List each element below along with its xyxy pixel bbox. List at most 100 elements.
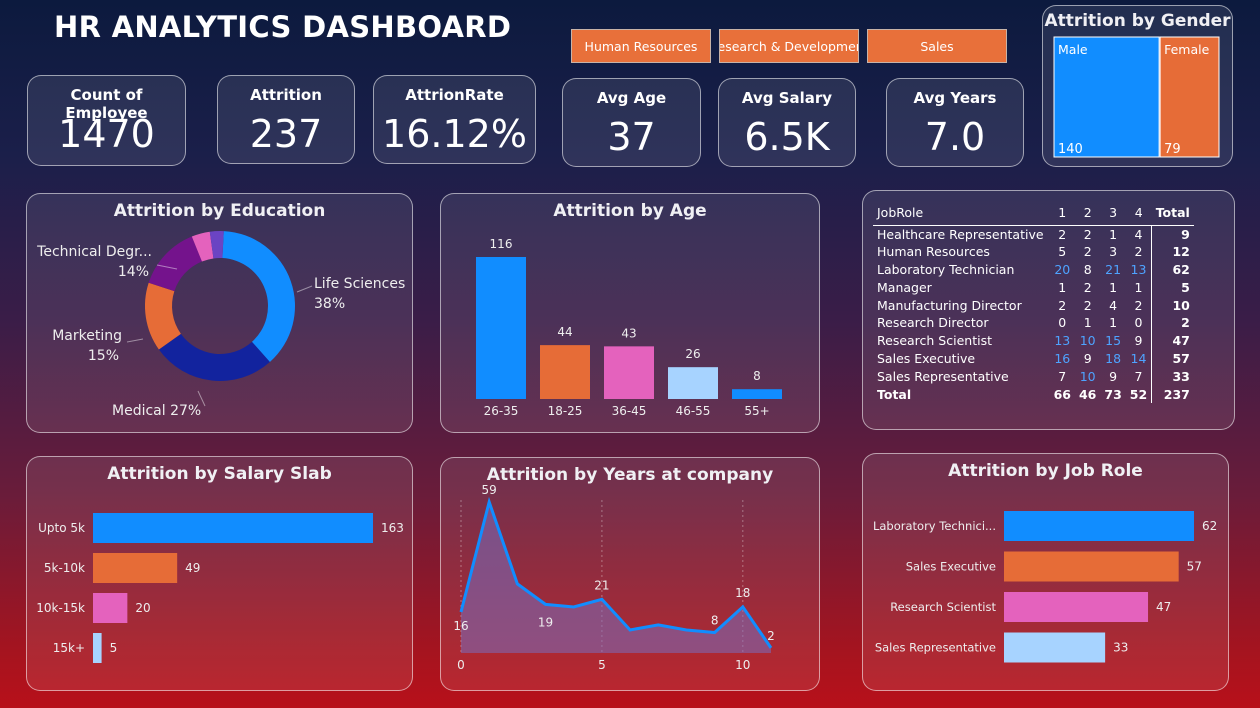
matrix-cell: 16 bbox=[1054, 350, 1071, 366]
donut-leader-line bbox=[126, 338, 144, 343]
matrix-row-label: Total bbox=[877, 386, 912, 402]
matrix-cell: 2 bbox=[1058, 226, 1067, 242]
salary-axis-label: 15k+ bbox=[53, 641, 85, 655]
salary-slab-card: Attrition by Salary Slab Upto 5k 163 5k-10… bbox=[26, 456, 413, 691]
matrix-cell: 5 bbox=[1058, 244, 1067, 260]
donut-slice bbox=[209, 231, 224, 259]
kpi-value: 1470 bbox=[58, 112, 155, 156]
donut-leader-line bbox=[296, 285, 313, 293]
matrix-cell: 2 bbox=[1134, 244, 1143, 260]
kpi-count-of-employee: Count of Employee 1470 bbox=[27, 75, 186, 166]
age-bar bbox=[604, 346, 654, 399]
matrix-row-label: Healthcare Representative bbox=[877, 226, 1044, 242]
matrix-cell: 15 bbox=[1105, 333, 1122, 349]
matrix-column-header[interactable]: JobRole bbox=[873, 201, 1050, 226]
matrix-cell: 0 bbox=[1058, 315, 1067, 331]
years-area-card: Attrition by Years at company 0 5 10 16 59 19… bbox=[440, 457, 820, 691]
age-bar-card: Attrition by Age 116 26-35 44 18-25 43 36-45 2… bbox=[440, 193, 820, 433]
donut-slice bbox=[145, 282, 181, 350]
matrix-column-header[interactable]: 2 bbox=[1074, 201, 1101, 226]
age-bar-value: 116 bbox=[490, 237, 513, 251]
matrix-row: Manufacturing Director 2 2 4 2 10 bbox=[873, 296, 1194, 314]
matrix-cell: 1 bbox=[1109, 315, 1118, 331]
panel-title: Attrition by Gender bbox=[1044, 11, 1231, 31]
years-area-fill bbox=[461, 502, 771, 653]
matrix-cell: 2 bbox=[1083, 226, 1092, 242]
panel-title: Attrition by Years at company bbox=[486, 465, 774, 485]
matrix-cell: 7 bbox=[1058, 368, 1067, 384]
matrix-row: Manager 1 2 1 1 5 bbox=[873, 278, 1194, 297]
matrix-cell: 12 bbox=[1151, 242, 1194, 261]
years-axis-tick: 5 bbox=[598, 658, 606, 672]
matrix-cell: 7 bbox=[1134, 368, 1143, 384]
matrix-cell: 2 bbox=[1083, 279, 1092, 295]
matrix-cell: 1 bbox=[1083, 315, 1092, 331]
treemap-tile-female bbox=[1159, 36, 1220, 158]
matrix-cell: 2 bbox=[1083, 244, 1092, 260]
matrix-cell: 13 bbox=[1054, 333, 1071, 349]
matrix-cell: 62 bbox=[1151, 260, 1194, 279]
matrix-row: Sales Executive 16 9 18 14 57 bbox=[873, 349, 1194, 368]
donut-label: 14% bbox=[118, 264, 149, 280]
matrix-row: Healthcare Representative 2 2 1 4 9 bbox=[873, 225, 1194, 243]
age-axis-label: 18-25 bbox=[548, 404, 583, 418]
age-bar-value: 8 bbox=[753, 369, 761, 383]
salary-bar-value: 49 bbox=[185, 561, 200, 575]
jobrole-matrix-card: JobRole 1 2 3 4 Total Healthcare Representativ… bbox=[862, 190, 1235, 430]
jobrole-matrix: JobRole 1 2 3 4 Total Healthcare Representativ… bbox=[873, 201, 1194, 403]
matrix-row: Human Resources 5 2 3 2 12 bbox=[873, 242, 1194, 261]
salary-bar-value: 163 bbox=[381, 521, 404, 535]
matrix-cell: 9 bbox=[1109, 368, 1118, 384]
matrix-cell: 237 bbox=[1151, 385, 1194, 403]
slicer-human-resources[interactable]: Human Resources bbox=[571, 29, 711, 63]
matrix-cell: 46 bbox=[1078, 386, 1097, 402]
matrix-cell: 8 bbox=[1083, 261, 1092, 277]
matrix-column-header[interactable]: 4 bbox=[1125, 201, 1152, 226]
age-axis-label: 55+ bbox=[744, 404, 769, 418]
donut-label: Marketing bbox=[52, 328, 122, 344]
kpi-value: 237 bbox=[249, 112, 323, 156]
matrix-row-label: Sales Representative bbox=[877, 368, 1009, 384]
matrix-row-label: Laboratory Technician bbox=[877, 261, 1015, 277]
treemap-value: 140 bbox=[1058, 142, 1083, 157]
matrix-column-header[interactable]: 3 bbox=[1100, 201, 1126, 226]
matrix-cell: 1 bbox=[1109, 226, 1118, 242]
kpi-title: Count of Employee bbox=[65, 86, 148, 122]
jobrole-bar-value: 62 bbox=[1202, 519, 1217, 533]
age-axis-label: 26-35 bbox=[484, 404, 519, 418]
matrix-cell: 2 bbox=[1083, 297, 1092, 313]
matrix-header-row: JobRole 1 2 3 4 Total bbox=[873, 201, 1194, 226]
dashboard-title: HR ANALYTICS DASHBOARD bbox=[54, 10, 512, 44]
matrix-cell: 9 bbox=[1134, 333, 1143, 349]
age-axis-label: 46-55 bbox=[676, 404, 711, 418]
matrix-column-header[interactable]: 1 bbox=[1049, 201, 1075, 226]
slicer-research-development[interactable]: Research & Development bbox=[719, 29, 859, 63]
kpi-value: 6.5K bbox=[744, 115, 830, 159]
kpi-value: 7.0 bbox=[924, 115, 986, 159]
matrix-cell: 1 bbox=[1134, 279, 1143, 295]
education-donut: Life Sciences 38% Medical 27% Marketing 15% T… bbox=[36, 231, 405, 419]
jobrole-axis-label: Sales Executive bbox=[906, 560, 996, 574]
salary-axis-label: 10k-15k bbox=[36, 601, 85, 615]
matrix-column-header[interactable]: Total bbox=[1151, 201, 1194, 226]
matrix-cell: 5 bbox=[1151, 278, 1194, 297]
jobrole-bar-value: 33 bbox=[1113, 641, 1128, 655]
donut-label: Medical 27% bbox=[112, 403, 201, 419]
jobrole-bar-chart: Laboratory Technici... 62 Sales Executive 5… bbox=[873, 511, 1217, 663]
matrix-row: Laboratory Technician 20 8 21 13 62 bbox=[873, 260, 1194, 279]
salary-bar bbox=[93, 553, 178, 583]
slicer-sales[interactable]: Sales bbox=[867, 29, 1007, 63]
matrix-cell: 3 bbox=[1109, 244, 1118, 260]
treemap-label: Female bbox=[1164, 42, 1210, 57]
matrix-cell: 4 bbox=[1109, 297, 1118, 313]
donut-slice bbox=[222, 231, 295, 363]
years-data-label: 8 bbox=[711, 614, 719, 628]
salary-bar-value: 5 bbox=[110, 641, 118, 655]
donut-slice bbox=[191, 231, 214, 262]
matrix-cell: 4 bbox=[1134, 226, 1143, 242]
kpi-attrition-rate: AttrionRate 16.12% bbox=[373, 75, 536, 164]
jobrole-bar bbox=[1004, 592, 1149, 622]
matrix-cell: 73 bbox=[1104, 386, 1122, 402]
kpi-avg-years: Avg Years 7.0 bbox=[886, 78, 1024, 167]
jobrole-bar bbox=[1004, 511, 1194, 541]
